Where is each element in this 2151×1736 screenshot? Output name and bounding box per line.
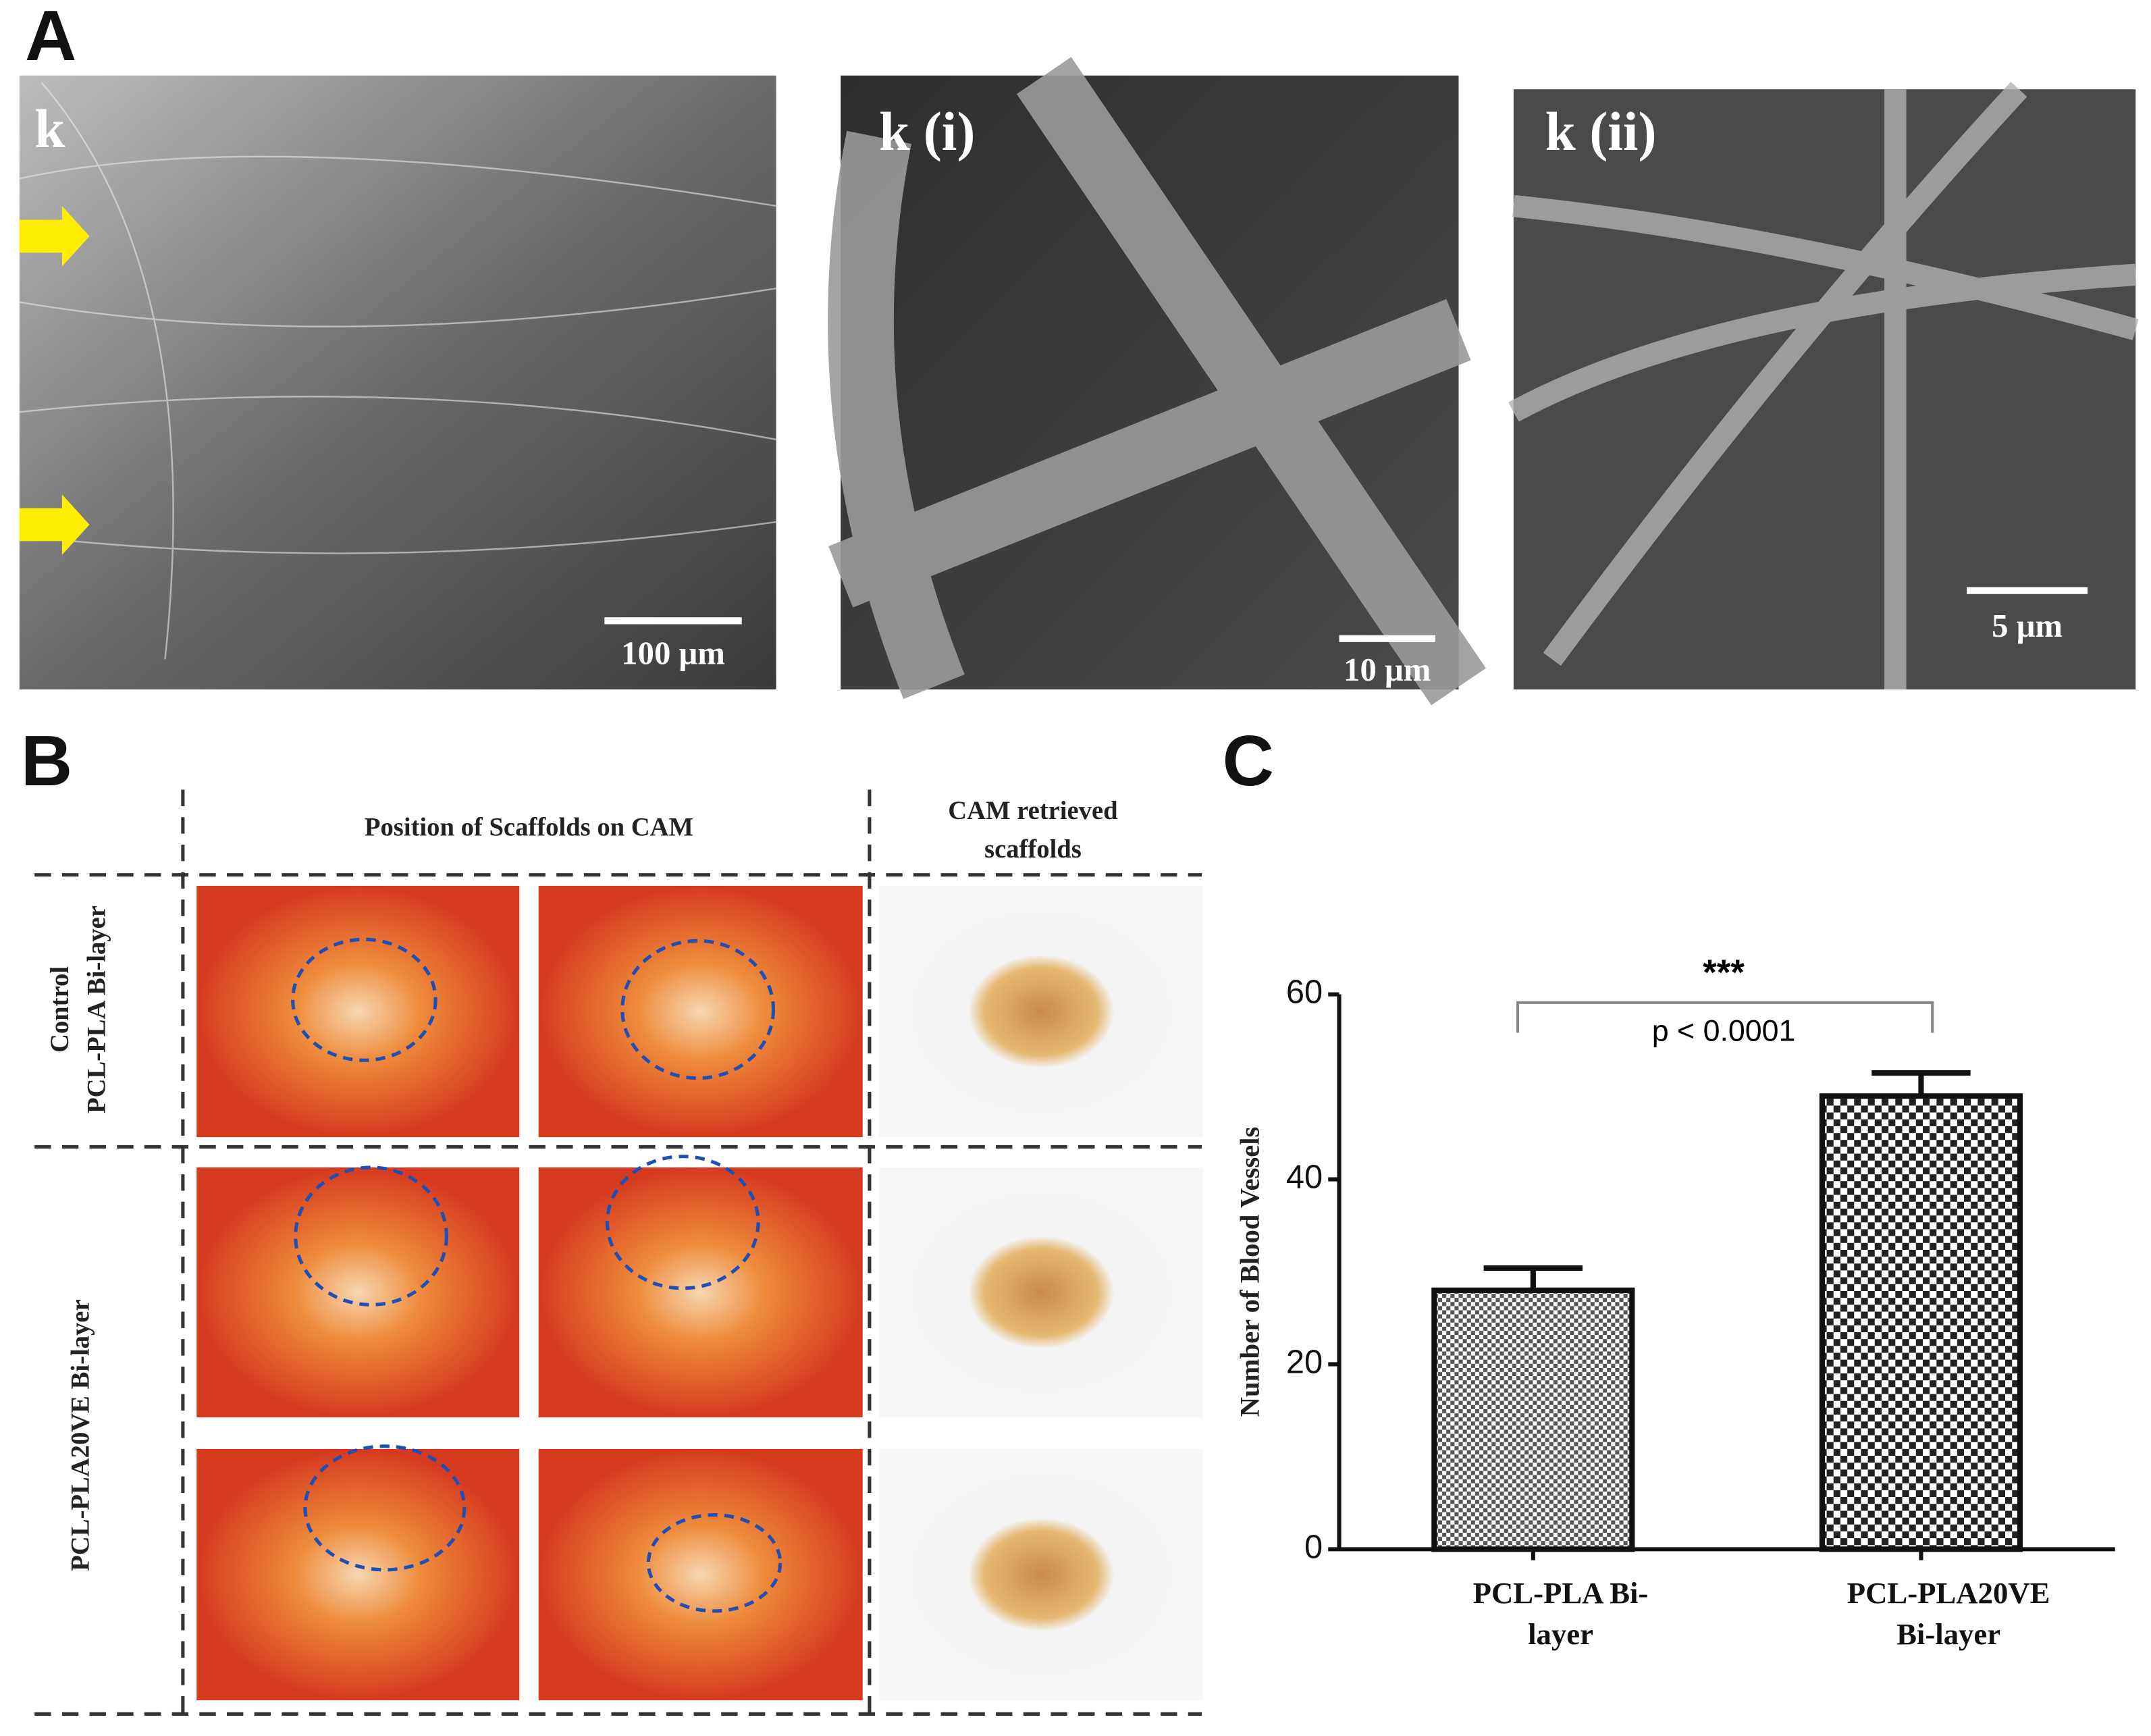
arrow: [19, 206, 90, 267]
column-header: scaffolds: [984, 835, 1082, 864]
column-header: CAM retrieved: [948, 797, 1118, 825]
image-label: k: [34, 98, 65, 159]
x-tick-label: PCL-PLA Bi-: [1473, 1576, 1649, 1610]
y-axis-title: Number of Blood Vessels: [1235, 1127, 1265, 1417]
image-label: k (i): [879, 101, 975, 162]
bar: [1431, 1287, 1635, 1552]
column-header: Position of Scaffolds on CAM: [365, 813, 693, 841]
significance-bracket: [1516, 1001, 1934, 1033]
arrow: [19, 494, 90, 555]
scale-text: 10 μm: [1344, 652, 1431, 688]
y-tick-label: 0: [1304, 1529, 1323, 1565]
panel-label: C: [1223, 721, 1274, 801]
panel-label: A: [25, 0, 76, 76]
x-tick-label: layer: [1528, 1617, 1593, 1651]
x-tick-label: PCL-PLA20VE: [1847, 1576, 2050, 1610]
p-value: p < 0.0001: [1652, 1014, 1796, 1047]
y-tick-label: 60: [1286, 974, 1323, 1011]
y-tick-label: 40: [1286, 1159, 1323, 1195]
x-tick-label: Bi-layer: [1896, 1617, 2000, 1651]
row-label: PCL-PLA20VE Bi-layer: [66, 1299, 95, 1571]
bar-chart: 0 20 40 60 PCL-PLA Bi-layer PCL-PLA20VE Bi-lay…: [1286, 974, 2115, 1651]
cam-photos: [196, 885, 1204, 1701]
scale-text: 100 μm: [621, 635, 725, 671]
panel-label: B: [21, 721, 72, 801]
sem-image: [19, 75, 776, 690]
image-label: k (ii): [1545, 101, 1657, 162]
row-label: Control: [46, 966, 74, 1053]
scale-text: 5 μm: [1992, 608, 2063, 644]
y-tick-label: 20: [1286, 1344, 1323, 1380]
significance: ***: [1703, 953, 1745, 993]
bar: [1819, 1093, 2023, 1552]
row-label: PCL-PLA Bi-layer: [83, 905, 111, 1113]
